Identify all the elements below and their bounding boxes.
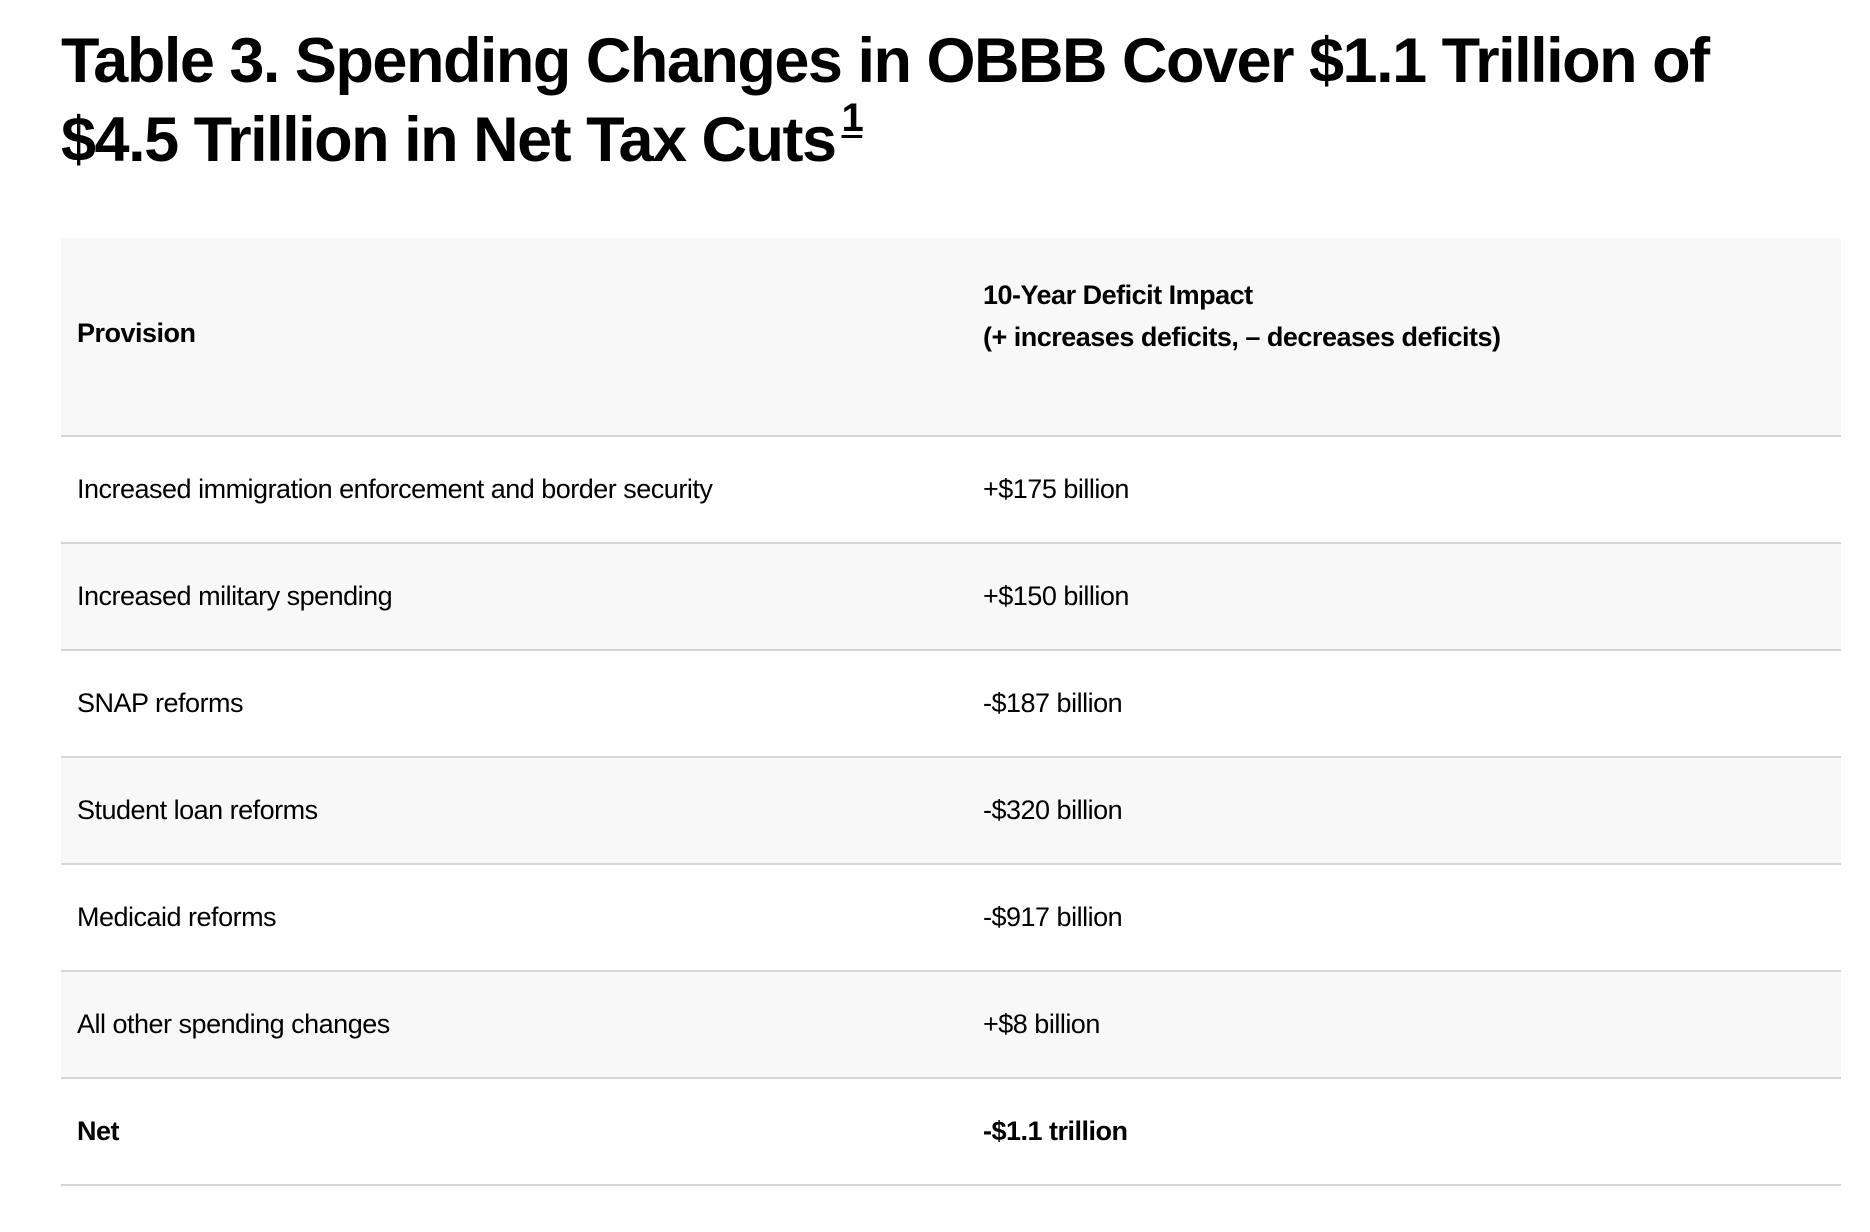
net-label-cell: Net — [61, 1078, 967, 1186]
net-total-row: Net -$1.1 trillion — [61, 1078, 1841, 1186]
column-header-deficit-impact-title: 10-Year Deficit Impact — [983, 280, 1253, 310]
provision-cell: Medicaid reforms — [61, 864, 967, 972]
column-header-deficit-impact: 10-Year Deficit Impact (+ increases defi… — [967, 238, 1841, 437]
table-row: Increased military spending +$150 billio… — [61, 543, 1841, 651]
table-row: Student loan reforms -$320 billion — [61, 757, 1841, 865]
table-header-row: Provision 10-Year Deficit Impact (+ incr… — [61, 238, 1841, 437]
provision-cell: Student loan reforms — [61, 757, 967, 865]
table-row: SNAP reforms -$187 billion — [61, 650, 1841, 758]
spending-changes-table: Provision 10-Year Deficit Impact (+ incr… — [61, 238, 1841, 1186]
table-row: All other spending changes +$8 billion — [61, 971, 1841, 1079]
provision-cell: Increased military spending — [61, 543, 967, 651]
footnote-link[interactable]: 1 — [841, 96, 864, 140]
table-row: Increased immigration enforcement and bo… — [61, 436, 1841, 544]
provision-cell: Increased immigration enforcement and bo… — [61, 436, 967, 544]
provision-cell: SNAP reforms — [61, 650, 967, 758]
impact-cell: +$8 billion — [967, 971, 1841, 1079]
table-row: Medicaid reforms -$917 billion — [61, 864, 1841, 972]
table-figure: Table 3. Spending Changes in OBBB Cover … — [61, 24, 1841, 1186]
impact-cell: +$175 billion — [967, 436, 1841, 544]
impact-cell: -$320 billion — [967, 757, 1841, 865]
column-header-provision: Provision — [61, 238, 967, 437]
provision-cell: All other spending changes — [61, 971, 967, 1079]
impact-cell: +$150 billion — [967, 543, 1841, 651]
table-title: Table 3. Spending Changes in OBBB Cover … — [61, 24, 1841, 177]
column-header-deficit-impact-note: (+ increases deficits, – decreases defic… — [983, 322, 1501, 352]
impact-cell: -$187 billion — [967, 650, 1841, 758]
net-impact-cell: -$1.1 trillion — [967, 1078, 1841, 1186]
impact-cell: -$917 billion — [967, 864, 1841, 972]
table-title-text: Table 3. Spending Changes in OBBB Cover … — [61, 26, 1710, 175]
